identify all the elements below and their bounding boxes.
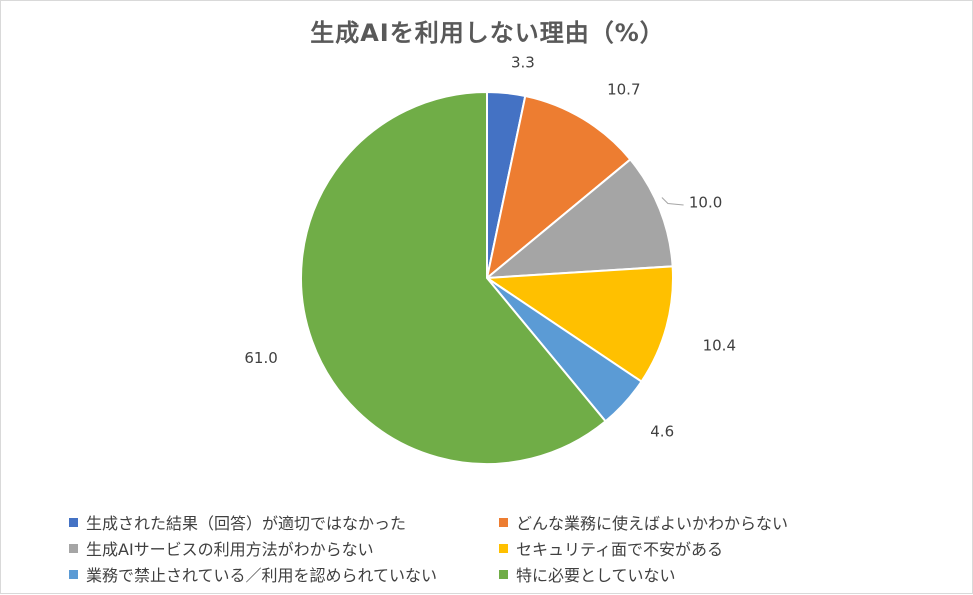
legend-swatch xyxy=(69,517,78,527)
legend-swatch xyxy=(499,569,508,579)
legend-label: セキュリティ面で不安がある xyxy=(516,540,724,559)
chart-title: 生成AIを利用しない理由（%） xyxy=(310,19,665,47)
data-label-4: 10.4 xyxy=(703,336,736,354)
data-label-1: 3.3 xyxy=(511,54,535,72)
legend-label: 業務で禁止されている／利用を認められていない xyxy=(86,566,438,585)
legend-swatch xyxy=(69,543,78,553)
legend-swatch xyxy=(499,517,508,527)
legend-item-1: 生成された結果（回答）が適切ではなかった xyxy=(69,511,499,533)
legend-swatch xyxy=(69,569,78,579)
legend-item-3: 生成AIサービスの利用方法がわからない xyxy=(69,537,499,559)
legend-item-4: セキュリティ面で不安がある xyxy=(499,537,909,559)
legend-swatch xyxy=(499,543,508,553)
legend-label: 生成された結果（回答）が適切ではなかった xyxy=(86,514,407,533)
legend-label: どんな業務に使えばよいかわからない xyxy=(516,514,789,533)
pie-slice-2 xyxy=(485,94,632,281)
legend-item-6: 特に必要としていない xyxy=(499,563,909,585)
legend-item-5: 業務で禁止されている／利用を認められていない xyxy=(69,563,499,585)
legend: 生成された結果（回答）が適切ではなかった どんな業務に使えばよいかわからない生成A… xyxy=(69,511,909,585)
pie-slice-6 xyxy=(300,90,607,465)
legend-label: 生成AIサービスの利用方法がわからない xyxy=(86,540,374,559)
data-label-5: 4.6 xyxy=(650,423,674,441)
data-label-6: 61.0 xyxy=(244,349,277,367)
data-label-3: 10.0 xyxy=(689,194,722,212)
data-label-2: 10.7 xyxy=(607,81,640,99)
legend-item-2: どんな業務に使えばよいかわからない xyxy=(499,511,909,533)
pie-slice-4 xyxy=(483,265,674,383)
legend-label: 特に必要としていない xyxy=(516,566,676,585)
leader-line-3 xyxy=(661,197,684,206)
pie-slice-3 xyxy=(483,158,674,280)
